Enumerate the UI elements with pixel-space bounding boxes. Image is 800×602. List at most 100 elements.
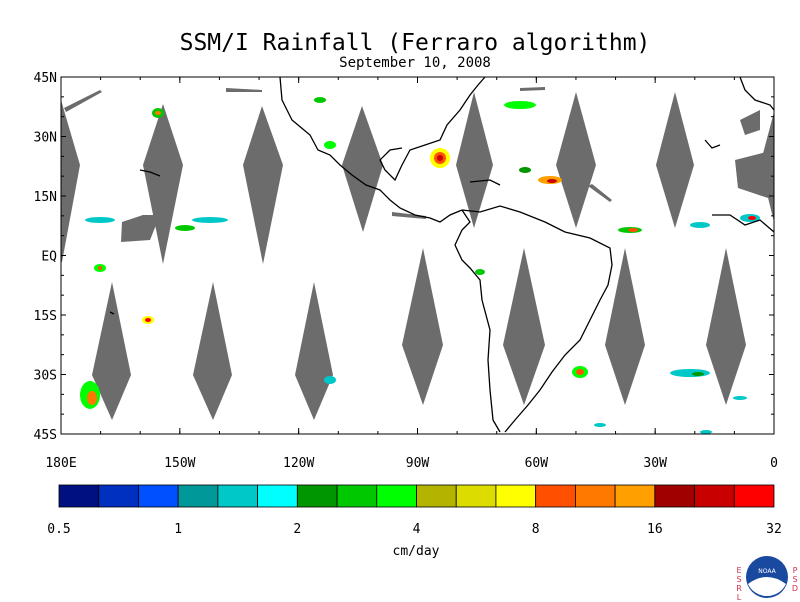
swath-gap [64,90,102,112]
swath-gap [520,87,545,91]
colorbar-tick-label: 1 [174,522,182,537]
colorbar-swatch [257,484,298,508]
colorbar-swatch [733,484,775,508]
rain-patch [576,369,584,375]
lat-label: 45N [34,71,57,86]
lon-label: 60W [525,456,549,471]
coastline-africa-nw [704,139,721,149]
rain-patch [733,396,747,400]
rain-patch [87,391,97,405]
colorbar-swatch [614,484,656,508]
coastline-north-america-east [401,76,486,166]
swath-gap [193,282,232,420]
lon-label: 120W [283,456,314,471]
lon-label: 180E [45,456,76,471]
swath-gap [342,106,383,232]
swath-gap [61,100,80,262]
latitude-axis: 45N 30N 15N EQ 15S 30S 45S [34,71,774,443]
swath-gap [295,282,333,420]
rain-patch [324,141,336,149]
rain-patch [748,216,756,220]
coastline-europe [739,76,775,111]
colorbar-swatch [416,484,457,508]
map-plot-area [60,76,775,435]
noaa-logo-gull [748,577,786,597]
swath-gap [588,184,612,202]
colorbar [58,484,775,508]
lat-label: 15N [34,190,57,205]
swath-gap [92,282,131,420]
colorbar-swatch [217,484,259,508]
swath-gap [656,92,694,228]
swath-gap [706,248,746,405]
lon-label: 90W [406,456,430,471]
swath-gap [121,215,160,242]
rain-patch [192,217,228,223]
rain-patch [504,101,536,109]
colorbar-tick-label: 32 [766,522,782,537]
colorbar-swatch [376,484,417,508]
coastline-hawaii [139,169,161,177]
colorbar-swatch [296,484,338,508]
lon-label: 0 [770,456,778,471]
rain-patch [519,167,531,173]
coastline-africa-west [712,214,775,233]
noaa-logo-text: NOAA [758,568,776,575]
lat-label: 45S [34,428,57,443]
swath-gap [456,92,493,228]
rain-patch [324,376,336,384]
rain-patch [594,423,606,427]
lat-label: 30S [34,369,57,384]
rain-patch [145,318,151,322]
rain-patch [628,228,638,232]
noaa-logo: NOAA [746,556,788,598]
rain-patch [437,155,443,161]
rain-patch [547,179,557,183]
colorbar-swatch [694,484,735,508]
colorbar-swatch [495,484,537,508]
swath-gap [556,92,596,228]
swath-gap [735,150,774,200]
rain-patch [85,217,115,223]
coastline-south-america-west [454,209,501,433]
coastline-south-america-east [461,205,613,433]
coastline-island [109,311,115,315]
colorbar-swatch [535,484,576,508]
colorbar-tick-label: 2 [293,522,301,537]
swath-gap [226,88,262,92]
swath-gap [503,248,545,405]
map-title: SSM/I Rainfall (Ferraro algorithm) [179,30,651,56]
rain-patch [670,369,710,377]
coastline-north-america-west [279,76,463,223]
colorbar-tick-label: 0.5 [47,522,70,537]
swath-gaps [61,87,774,420]
coastline-caribbean [469,179,501,186]
swath-gap [143,104,183,264]
rain-patch [690,222,710,228]
colorbar-tick-label: 4 [413,522,421,537]
rain-patch [155,111,161,115]
colorbar-swatch [574,484,616,508]
colorbar-swatch [98,484,139,508]
colorbar-unit: cm/day [393,544,440,559]
swath-gap [392,212,426,219]
rain-patch [700,430,712,434]
colorbar-swatch [58,484,100,508]
colorbar-swatch [336,484,378,508]
colorbar-swatch [177,484,219,508]
rain-patch [692,372,704,376]
rainfall-patches [80,97,760,434]
colorbar-swatch [138,484,179,508]
lat-label: 15S [34,309,57,324]
swath-gap [402,248,443,405]
rain-patch [175,225,195,231]
coastlines [109,76,775,433]
rain-patch [98,266,102,270]
lon-label: 30W [643,456,667,471]
lon-label: 150W [164,456,195,471]
rain-patch [475,269,485,275]
colorbar-tick-labels: 0.5 1 2 4 8 16 32 [47,522,782,537]
